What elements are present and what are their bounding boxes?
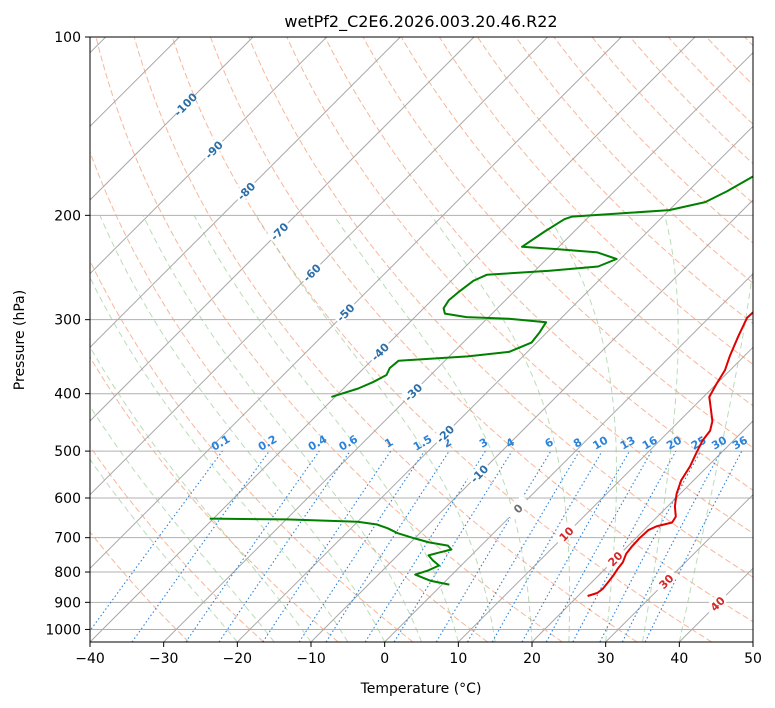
chart-title: wetPf2_C2E6.2026.003.20.46.R22 bbox=[284, 12, 557, 32]
mixing-ratio-line bbox=[325, 450, 450, 642]
isotherm-label-bg bbox=[399, 378, 426, 405]
y-tick-label: 600 bbox=[54, 491, 81, 507]
y-tick-label: 500 bbox=[54, 444, 81, 460]
plot-frame bbox=[89, 36, 754, 643]
dry-adiabat bbox=[591, 37, 753, 204]
isotherm-label-bg bbox=[332, 299, 358, 325]
moist-adiabat bbox=[193, 215, 459, 642]
isotherm-line bbox=[90, 37, 696, 642]
isotherm-label-bg bbox=[504, 495, 531, 521]
moist-adiabat bbox=[678, 265, 753, 642]
moist-adiabat bbox=[90, 458, 238, 642]
y-tick-label: 800 bbox=[54, 565, 81, 581]
dry-adiabat bbox=[477, 37, 753, 325]
series-line-1 bbox=[331, 175, 753, 398]
mixing-ratio-line bbox=[491, 450, 603, 642]
y-axis-ticks: 100 200 300 400 500 600 700 800 900 1000 bbox=[45, 30, 90, 638]
isotherm-line bbox=[236, 125, 753, 642]
dry-adiabat bbox=[90, 259, 414, 642]
isotherm-label-bg bbox=[266, 218, 292, 244]
isotherm-label-bg bbox=[704, 590, 730, 616]
mixing-ratio-line bbox=[572, 450, 677, 642]
isotherm-line bbox=[90, 37, 622, 570]
x-tick-label: −10 bbox=[296, 651, 326, 667]
x-tick-label: 40 bbox=[670, 651, 688, 667]
dry-adiabat bbox=[629, 37, 753, 165]
series-line-0 bbox=[587, 311, 753, 597]
mixing-ratio-line bbox=[467, 450, 580, 642]
y-tick-label: 400 bbox=[54, 387, 81, 403]
dry-adiabat bbox=[90, 356, 339, 642]
dry-adiabat bbox=[90, 150, 488, 642]
isotherm-line bbox=[90, 37, 254, 201]
isotherm-label-bg bbox=[200, 136, 226, 162]
mixing-ratio-line bbox=[364, 450, 486, 642]
mixing-ratio-line bbox=[131, 450, 270, 642]
isotherm-label-bg bbox=[172, 91, 198, 117]
moist-adiabat bbox=[90, 345, 312, 642]
isotherm-label-bg bbox=[465, 460, 492, 486]
isotherm-label-bg bbox=[232, 177, 259, 204]
dry-adiabat bbox=[248, 37, 753, 578]
moist-adiabat bbox=[547, 215, 617, 642]
isotherm-label-bg bbox=[601, 545, 628, 571]
isotherm-line bbox=[90, 37, 401, 349]
y-tick-label: 200 bbox=[54, 208, 81, 224]
dry-adiabat bbox=[286, 37, 753, 534]
dry-adiabat bbox=[400, 37, 753, 407]
y-tick-label: 1000 bbox=[45, 622, 81, 638]
isotherm-line bbox=[605, 493, 753, 642]
x-tick-label: 20 bbox=[523, 651, 541, 667]
dry-adiabat bbox=[515, 37, 753, 284]
dry-adiabat bbox=[90, 531, 190, 642]
mixing-ratio-line bbox=[545, 450, 653, 642]
mixing-ratio-line bbox=[218, 450, 351, 642]
isotherm-label-bg bbox=[431, 420, 458, 447]
mixing-ratio-line bbox=[90, 450, 223, 632]
isotherm-line bbox=[384, 272, 753, 642]
dry-adiabat bbox=[133, 37, 638, 642]
dry-adiabat bbox=[95, 37, 563, 642]
isotherm-label-bg bbox=[552, 520, 579, 547]
x-axis-label: Temperature (°C) bbox=[360, 681, 482, 697]
y-tick-label: 100 bbox=[54, 30, 81, 46]
y-tick-label: 900 bbox=[54, 595, 81, 611]
moist-adiabat bbox=[99, 215, 386, 642]
x-tick-label: 30 bbox=[597, 651, 615, 667]
mixing-ratio-line bbox=[521, 450, 630, 642]
dry-adiabat bbox=[438, 37, 753, 366]
x-axis-ticks: −40 −30 −20 −10 0 10 20 30 40 50 bbox=[75, 642, 762, 667]
y-tick-label: 300 bbox=[54, 313, 81, 329]
x-tick-label: −40 bbox=[75, 651, 105, 667]
mixing-ratio-line bbox=[393, 450, 513, 642]
isotherm-line bbox=[90, 37, 475, 422]
isotherm-label-bg bbox=[652, 568, 679, 594]
moist-adiabat bbox=[90, 405, 275, 642]
moist-adiabat bbox=[642, 215, 679, 642]
x-tick-label: 0 bbox=[380, 651, 389, 667]
moist-adiabat bbox=[142, 215, 422, 642]
isotherm-line bbox=[310, 199, 753, 642]
isotherm-line bbox=[90, 37, 328, 275]
isotherm-line bbox=[531, 420, 753, 642]
sounding-series bbox=[209, 175, 753, 597]
isotherm-line bbox=[163, 51, 753, 642]
series-line-2 bbox=[209, 517, 453, 586]
dry-adiabat bbox=[324, 37, 753, 491]
x-tick-label: 50 bbox=[744, 651, 762, 667]
mixing-ratio-line bbox=[185, 450, 320, 642]
y-tick-label: 700 bbox=[54, 531, 81, 547]
mixing-ratio-line bbox=[435, 450, 552, 642]
x-tick-label: 10 bbox=[449, 651, 467, 667]
x-tick-label: −30 bbox=[149, 651, 179, 667]
isotherm-line bbox=[90, 37, 549, 496]
dry-adiabat bbox=[210, 37, 753, 623]
dry-adiabat bbox=[553, 37, 753, 244]
x-tick-label: −20 bbox=[223, 651, 253, 667]
isotherm-label-bg bbox=[298, 259, 324, 285]
isotherm-label-bg bbox=[366, 338, 393, 364]
y-axis-label: Pressure (hPa) bbox=[12, 290, 28, 390]
moist-adiabat bbox=[430, 215, 571, 642]
